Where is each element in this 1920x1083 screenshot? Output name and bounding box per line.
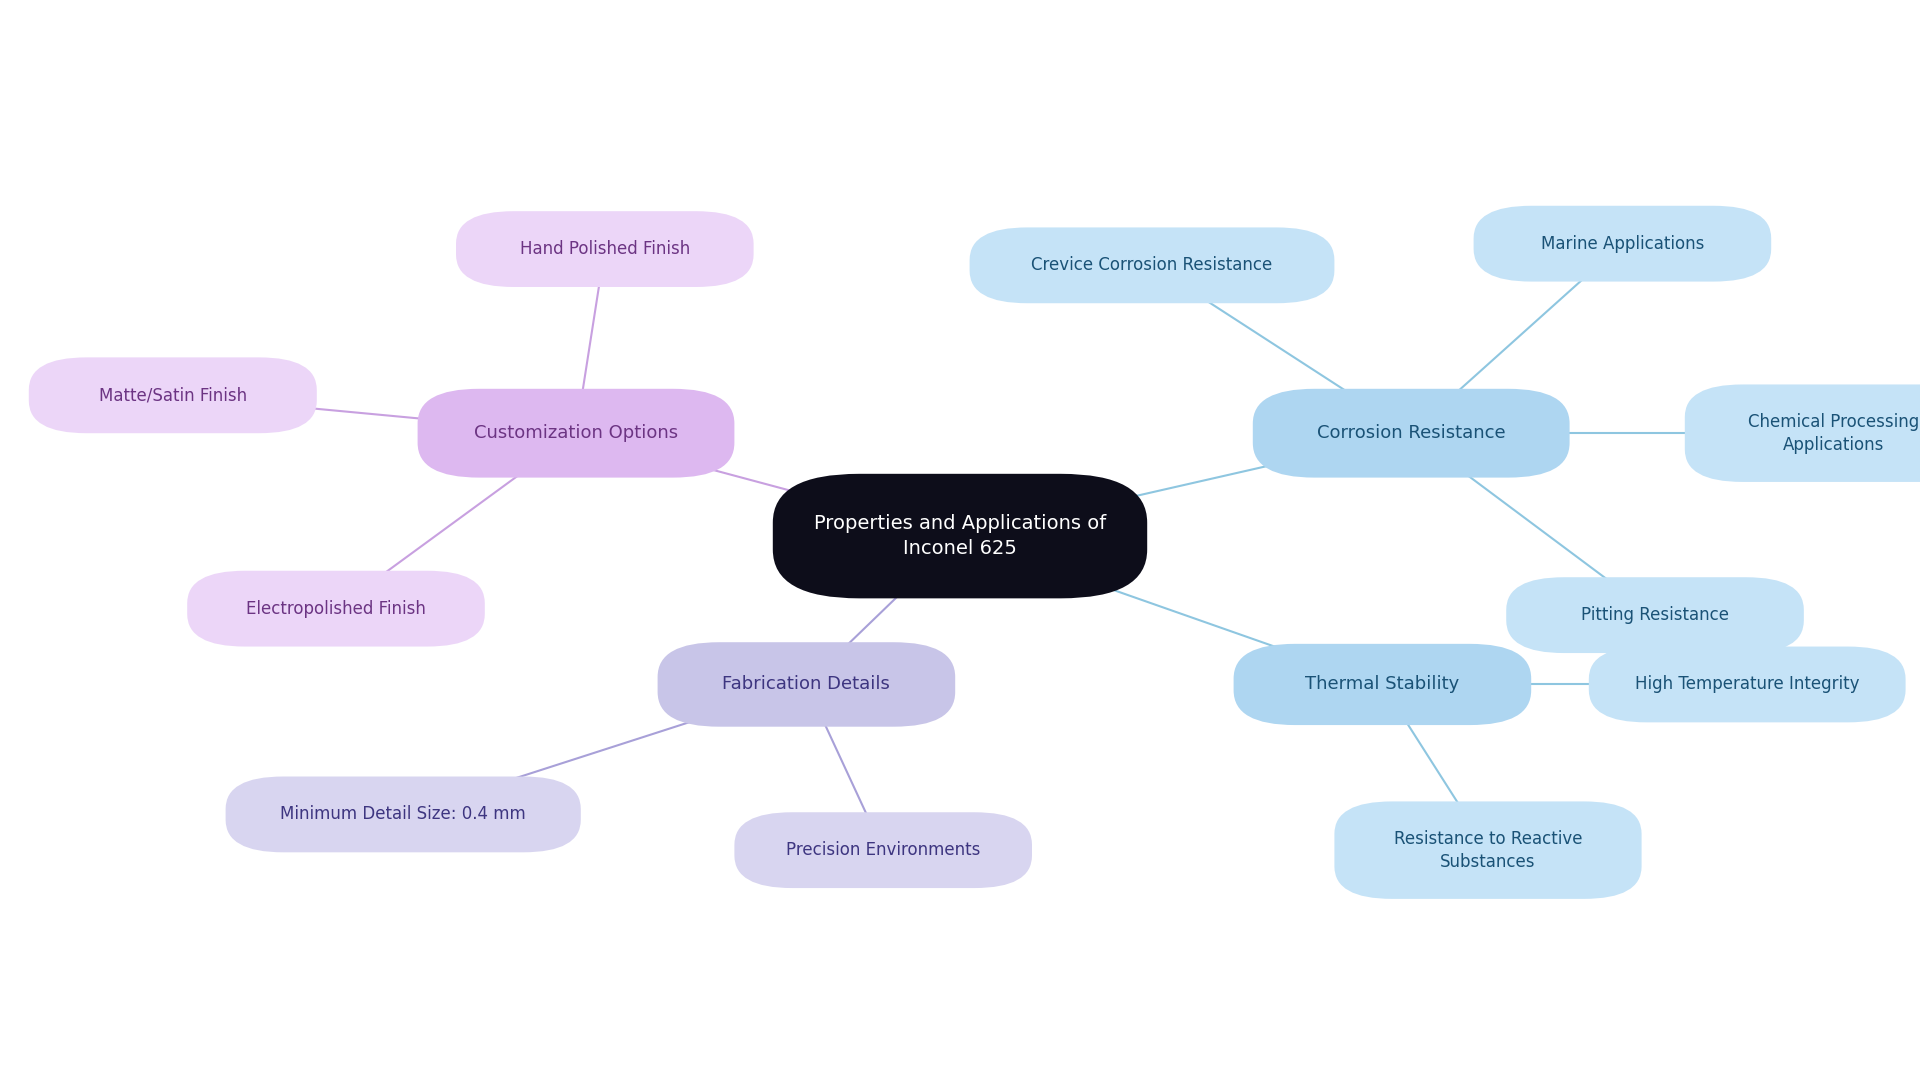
- FancyBboxPatch shape: [1475, 206, 1770, 282]
- FancyBboxPatch shape: [29, 357, 317, 433]
- FancyBboxPatch shape: [1505, 577, 1803, 653]
- Text: Customization Options: Customization Options: [474, 425, 678, 442]
- Text: Hand Polished Finish: Hand Polished Finish: [520, 240, 689, 258]
- FancyBboxPatch shape: [657, 642, 954, 727]
- FancyBboxPatch shape: [733, 812, 1033, 888]
- FancyBboxPatch shape: [970, 227, 1334, 303]
- FancyBboxPatch shape: [417, 389, 733, 478]
- Text: Fabrication Details: Fabrication Details: [722, 676, 891, 693]
- Text: Crevice Corrosion Resistance: Crevice Corrosion Resistance: [1031, 257, 1273, 274]
- FancyBboxPatch shape: [772, 474, 1146, 598]
- Text: Electropolished Finish: Electropolished Finish: [246, 600, 426, 617]
- Text: Resistance to Reactive
Substances: Resistance to Reactive Substances: [1394, 830, 1582, 871]
- FancyBboxPatch shape: [457, 211, 753, 287]
- Text: Matte/Satin Finish: Matte/Satin Finish: [98, 387, 248, 404]
- Text: Properties and Applications of
Inconel 625: Properties and Applications of Inconel 6…: [814, 514, 1106, 558]
- FancyBboxPatch shape: [186, 571, 484, 647]
- FancyBboxPatch shape: [227, 777, 580, 852]
- Text: Pitting Resistance: Pitting Resistance: [1580, 606, 1730, 624]
- FancyBboxPatch shape: [1686, 384, 1920, 482]
- Text: Thermal Stability: Thermal Stability: [1306, 676, 1459, 693]
- FancyBboxPatch shape: [1334, 801, 1642, 899]
- FancyBboxPatch shape: [1252, 389, 1569, 478]
- FancyBboxPatch shape: [1590, 647, 1905, 722]
- FancyBboxPatch shape: [1233, 643, 1532, 726]
- Text: Minimum Detail Size: 0.4 mm: Minimum Detail Size: 0.4 mm: [280, 806, 526, 823]
- Text: Corrosion Resistance: Corrosion Resistance: [1317, 425, 1505, 442]
- Text: Marine Applications: Marine Applications: [1540, 235, 1705, 252]
- Text: Chemical Processing
Applications: Chemical Processing Applications: [1747, 413, 1920, 454]
- Text: Precision Environments: Precision Environments: [785, 841, 981, 859]
- Text: High Temperature Integrity: High Temperature Integrity: [1636, 676, 1859, 693]
